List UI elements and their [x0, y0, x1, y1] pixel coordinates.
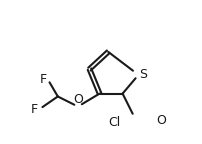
Text: Cl: Cl	[108, 116, 120, 129]
Text: S: S	[139, 68, 147, 81]
Text: F: F	[31, 103, 38, 116]
Text: O: O	[156, 114, 166, 127]
Text: F: F	[40, 73, 47, 86]
Text: O: O	[73, 93, 83, 106]
